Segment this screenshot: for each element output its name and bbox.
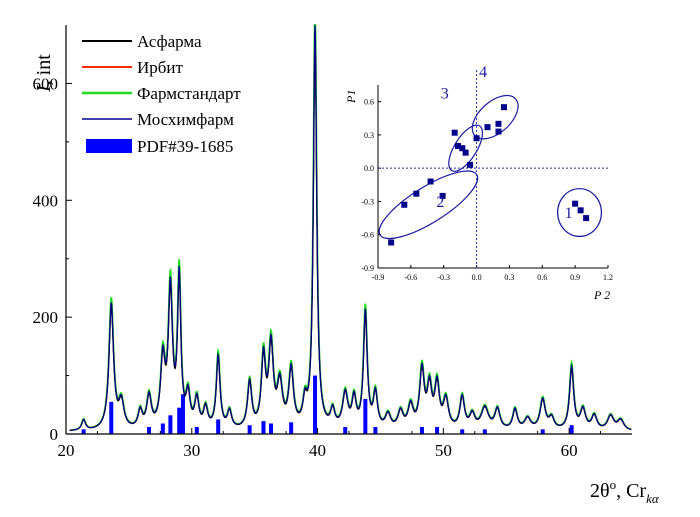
legend-swatch-pdf: [86, 139, 132, 153]
inset-point: [427, 178, 434, 185]
reference-bar: [419, 426, 424, 434]
cluster-label: 1: [565, 205, 573, 222]
inset-y-tick-label: 0.3: [364, 131, 374, 140]
inset-x-axis-label: P 2: [593, 288, 610, 302]
reference-bar: [269, 423, 274, 434]
inset-point: [572, 200, 579, 207]
reference-bar: [343, 426, 348, 434]
inset-y-tick-label: -0.6: [361, 231, 374, 240]
reference-bar: [247, 425, 252, 434]
inset-x-tick-label: 0.6: [537, 273, 547, 282]
legend: Асфарма Ирбит Фармстандарт Мосхимфарм PD…: [82, 32, 241, 156]
inset-point: [413, 190, 420, 197]
legend-label-farmstandart: Фармстандарт: [137, 84, 241, 103]
y-tick-label: 0: [50, 425, 59, 444]
y-axis-label: I, int: [33, 54, 55, 93]
inset-point: [401, 201, 408, 208]
x-tick-label: 50: [435, 441, 452, 460]
inset-point: [454, 143, 461, 149]
inset-points: [388, 104, 590, 246]
x-tick-label: 20: [58, 441, 75, 460]
main-axes: [65, 25, 632, 435]
legend-label-asfarma: Асфарма: [137, 32, 202, 51]
y-tick-label: 600: [33, 74, 59, 93]
inset-y-axis-label: P1: [344, 90, 358, 104]
reference-bar: [177, 407, 182, 434]
inset-y-tick-label: -0.3: [361, 197, 374, 206]
inset-x-tick-label: 0.0: [472, 273, 482, 282]
inset-point: [495, 128, 502, 135]
inset-point: [484, 124, 491, 131]
inset-x-tick-label: 0.9: [570, 273, 580, 282]
y-axis-label-var: I: [33, 84, 55, 93]
cluster-label: 3: [441, 85, 449, 102]
inset-point: [439, 192, 446, 199]
legend-label-irbit: Ирбит: [137, 58, 184, 77]
inset-axes: -0.9 -0.6 -0.3 0.0 0.3 0.6 0.9 1.2 -0.9 -0.6 -0.3 0…: [361, 70, 613, 282]
reference-bar: [81, 429, 86, 434]
cluster-ellipse: [378, 170, 479, 240]
reference-bar: [180, 394, 185, 434]
reference-bar: [109, 401, 114, 434]
inset-x-tick-label: 0.3: [504, 273, 514, 282]
inset-y-tick-label: -0.9: [361, 264, 374, 273]
inset-x-tick-label: -0.6: [405, 273, 418, 282]
cluster-label: 4: [479, 64, 487, 81]
inset-x-tick-label: -0.3: [437, 273, 450, 282]
reference-bar: [373, 426, 378, 434]
inset-point: [467, 161, 473, 168]
pca-inset-chart: -0.9 -0.6 -0.3 0.0 0.3 0.6 0.9 1.2 -0.9 -0.6 -0.3 0…: [344, 55, 613, 302]
reference-bar: [147, 426, 152, 434]
reference-bar: [540, 429, 545, 434]
x-axis-label-var: 2θ: [590, 480, 610, 502]
inset-y-tick-label: 0.6: [364, 98, 374, 107]
reference-bar: [261, 421, 266, 434]
legend-label-moskhimfarm: Мосхимфарм: [137, 110, 234, 129]
x-axis-label-deg: o: [610, 477, 617, 492]
cluster-ellipse: [557, 188, 603, 237]
legend-label-pdf: PDF#39-1685: [137, 137, 233, 156]
x-tick-label: 30: [183, 441, 200, 460]
series-line: [69, 24, 632, 431]
x-axis-label-unit: , Cr: [616, 480, 646, 502]
reference-bar: [482, 429, 487, 434]
series-lines-group: [69, 24, 632, 432]
reference-bar: [168, 415, 173, 434]
reference-bar: [289, 422, 294, 434]
reference-bar: [313, 375, 318, 434]
reference-bar: [460, 429, 465, 434]
reference-bar: [435, 426, 440, 434]
inset-point: [451, 129, 458, 136]
y-axis-label-unit: , int: [33, 54, 55, 86]
inset-point: [388, 239, 395, 246]
reference-bar: [216, 419, 221, 434]
reference-bar: [194, 426, 199, 434]
cluster-labels: 1 2 3 4: [436, 64, 572, 222]
cluster-label: 2: [436, 194, 444, 211]
x-tick-label: 60: [561, 441, 578, 460]
inset-point: [500, 104, 507, 111]
inset-point: [495, 120, 502, 127]
inset-y-tick-label: 0.0: [364, 164, 374, 173]
y-tick-label: 200: [33, 308, 59, 327]
reference-bar: [569, 425, 574, 434]
inset-x-tick-label: -0.9: [372, 273, 385, 282]
inset-point: [462, 149, 469, 156]
reference-bars-group: [81, 375, 574, 434]
reference-bar: [363, 398, 368, 434]
inset-point: [473, 135, 480, 142]
cluster-ellipse: [448, 124, 484, 172]
inset-point: [459, 145, 466, 152]
inset-point: [583, 215, 590, 222]
inset-point: [577, 207, 584, 214]
y-tick-label: 400: [33, 191, 59, 210]
inset-x-tick-label: 1.2: [603, 273, 613, 282]
x-tick-label: 40: [309, 441, 326, 460]
reference-bar: [160, 423, 165, 434]
x-axis-label: 2θo, Crkα: [590, 477, 660, 506]
x-axis-label-sub: kα: [646, 491, 660, 506]
